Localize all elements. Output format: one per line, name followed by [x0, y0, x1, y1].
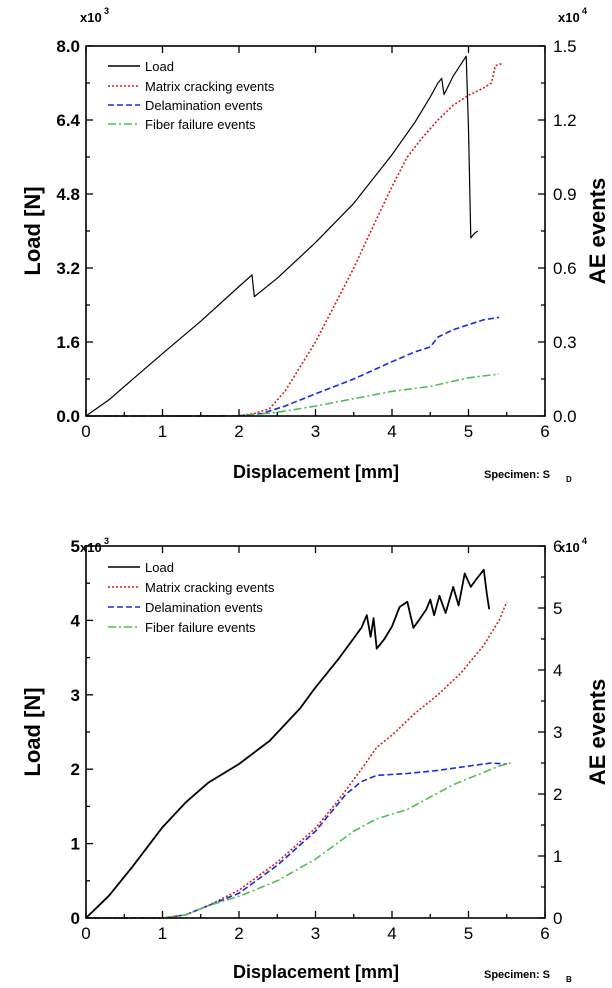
legend-label-fiber: Fiber failure events	[145, 117, 256, 132]
y-tick-label-bottom: 2	[71, 760, 80, 779]
x-axis-title-top: Displacement [mm]	[233, 462, 399, 482]
y-tick-label-bottom: 1	[71, 835, 80, 854]
y2-tick-label-bottom: 1	[553, 847, 562, 866]
specimen-sub-bottom: B	[566, 975, 572, 984]
x-tick-label-bottom: 0	[81, 924, 90, 943]
y-tick-label-top: 6.4	[56, 111, 80, 130]
x-tick-label-bottom: 5	[464, 924, 473, 943]
x-axis-title-bottom: Displacement [mm]	[233, 962, 399, 982]
x-tick-label-bottom: 1	[158, 924, 167, 943]
plot-frame-bottom	[85, 545, 546, 919]
x-tick-label-top: 4	[387, 422, 396, 441]
x-tick-label-bottom: 4	[387, 924, 396, 943]
y-multiplier-exp-bottom: 3	[104, 536, 109, 546]
legend-label-load: Load	[145, 59, 174, 74]
x-tick-label-top: 5	[464, 422, 473, 441]
legend-label-load: Load	[145, 560, 174, 575]
y2-tick-label-top: 0.9	[553, 185, 577, 204]
y2-tick-label-bottom: 6	[553, 537, 562, 556]
y2-tick-label-bottom: 3	[553, 723, 562, 742]
series-line-delamination-top	[86, 316, 500, 417]
legend-label-delamination: Delamination events	[145, 600, 263, 615]
y-tick-label-top: 1.6	[56, 333, 80, 352]
y-tick-label-top: 0.0	[56, 407, 80, 426]
x-tick-label-top: 6	[540, 422, 549, 441]
legend-label-fiber: Fiber failure events	[145, 620, 256, 635]
y2-axis-title-bottom: AE events	[585, 679, 610, 785]
legend-label-matrix: Matrix cracking events	[145, 580, 275, 595]
legend-label-delamination: Delamination events	[145, 98, 263, 113]
y-axis-title-top: Load [N]	[20, 186, 45, 275]
legend-top: Load Matrix cracking events Delamination…	[108, 59, 275, 132]
series-line-matrix-top	[86, 62, 504, 417]
specimen-label-bottom: Specimen: S	[484, 969, 550, 981]
series-line-load-bottom	[85, 568, 491, 919]
y2-tick-label-bottom: 5	[553, 599, 562, 618]
y2-tick-label-top: 1.2	[553, 111, 577, 130]
x-tick-label-top: 0	[81, 422, 90, 441]
y2-tick-label-bottom: 0	[553, 909, 562, 928]
specimen-label-top: Specimen: S	[484, 469, 550, 481]
chart-top: x10 3 x10 4 0 1 2 3 4 5 60.01.63.24.86.48.00.0…	[20, 6, 610, 484]
y-tick-label-bottom: 5	[71, 537, 80, 556]
y2-axis-title-top: AE events	[585, 178, 610, 284]
x-tick-label-top: 3	[311, 422, 320, 441]
y2-tick-label-bottom: 4	[553, 661, 562, 680]
legend-bottom: Load Matrix cracking events Delamination…	[108, 560, 275, 635]
y-multiplier-top: x10	[80, 10, 102, 25]
y-multiplier-exp-top: 3	[104, 6, 109, 16]
x-tick-label-bottom: 3	[311, 924, 320, 943]
y-tick-label-bottom: 3	[71, 686, 80, 705]
y-axis-title-bottom: Load [N]	[20, 687, 45, 776]
legend-label-matrix: Matrix cracking events	[145, 79, 275, 94]
y-tick-label-bottom: 0	[71, 909, 80, 928]
series-line-load-top	[85, 55, 479, 417]
x-tick-label-bottom: 6	[540, 924, 549, 943]
x-tick-label-top: 1	[158, 422, 167, 441]
series-line-delamination-bottom	[86, 762, 507, 919]
y2-tick-label-top: 0.6	[553, 259, 577, 278]
y2-tick-label-top: 0.3	[553, 333, 577, 352]
y2-tick-label-bottom: 2	[553, 785, 562, 804]
y2-tick-label-top: 0.0	[553, 407, 577, 426]
y2-tick-label-top: 1.5	[553, 37, 577, 56]
y2-multiplier-top: x10	[558, 10, 580, 25]
y-tick-label-top: 8.0	[56, 37, 80, 56]
y-multiplier-bottom: x10	[80, 540, 102, 555]
ticks-top: 0 1 2 3 4 5 60.01.63.24.86.48.00.00.30.60.91.2…	[56, 37, 576, 441]
x-tick-label-bottom: 2	[234, 924, 243, 943]
x-tick-label-top: 2	[234, 422, 243, 441]
y2-multiplier-exp-bottom: 4	[582, 536, 587, 546]
series-line-fiber-bottom	[86, 762, 511, 919]
plot-frame-top	[85, 45, 546, 417]
y2-multiplier-bottom: x10	[558, 540, 580, 555]
y2-multiplier-exp-top: 4	[582, 6, 587, 16]
y-tick-label-bottom: 4	[71, 611, 81, 630]
plot-area-bottom	[85, 568, 511, 919]
specimen-sub-top: D	[566, 475, 572, 484]
y-tick-label-top: 4.8	[56, 185, 80, 204]
y-tick-label-top: 3.2	[56, 259, 80, 278]
